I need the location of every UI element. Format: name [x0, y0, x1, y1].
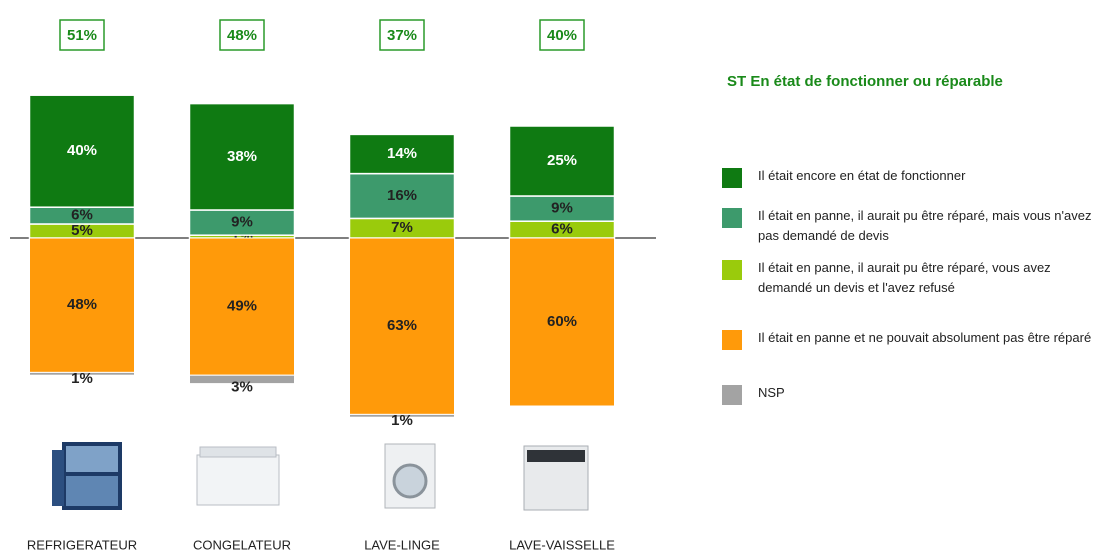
page: ST En état de fonctionner ou réparable 5…: [0, 0, 1094, 554]
bar-label: 9%: [231, 214, 253, 231]
legend-label: NSP: [758, 383, 1094, 403]
bar-label: 7%: [391, 219, 413, 236]
category-label: CONGELATEUR: [193, 537, 291, 552]
legend-swatch: [722, 168, 742, 188]
total-label: 40%: [547, 27, 577, 44]
bar-label: 38%: [227, 148, 257, 165]
total-label: 51%: [67, 27, 97, 44]
legend-label: Il était en panne et ne pouvait absolume…: [758, 328, 1094, 348]
fridge-icon: [52, 442, 122, 510]
legend-label: Il était en panne, il aurait pu être rép…: [758, 258, 1094, 298]
total-label: 37%: [387, 27, 417, 44]
bar-label: 6%: [551, 221, 573, 238]
legend-swatch: [722, 385, 742, 405]
legend-swatch: [722, 208, 742, 228]
legend-title: ST En état de fonctionner ou réparable: [727, 73, 1003, 90]
total-label: 48%: [227, 27, 257, 44]
washer-icon: [385, 444, 435, 508]
bar-label: 1%: [391, 412, 413, 429]
category-label: REFRIGERATEUR: [27, 537, 137, 552]
bar-label: 40%: [67, 142, 97, 159]
freezer-icon: [197, 447, 279, 505]
dishwasher-icon: [524, 446, 588, 510]
bar-label: 25%: [547, 152, 577, 169]
bar-label: 3%: [231, 379, 253, 396]
legend-swatch: [722, 330, 742, 350]
bar-label: 16%: [387, 187, 417, 204]
legend-swatch: [722, 260, 742, 280]
bar-label: 48%: [67, 296, 97, 313]
bar-label: 6%: [71, 207, 93, 224]
category-label: LAVE-VAISSELLE: [509, 537, 615, 552]
bar-label: 14%: [387, 145, 417, 162]
category-label: LAVE-LINGE: [364, 537, 440, 552]
legend-label: Il était en panne, il aurait pu être rép…: [758, 206, 1094, 246]
bar-label: 1%: [71, 370, 93, 387]
bar-label: 60%: [547, 313, 577, 330]
legend-label: Il était encore en état de fonctionner: [758, 166, 1094, 186]
bar-label: 63%: [387, 317, 417, 334]
bar-label: 9%: [551, 200, 573, 217]
bar-label: 49%: [227, 298, 257, 315]
